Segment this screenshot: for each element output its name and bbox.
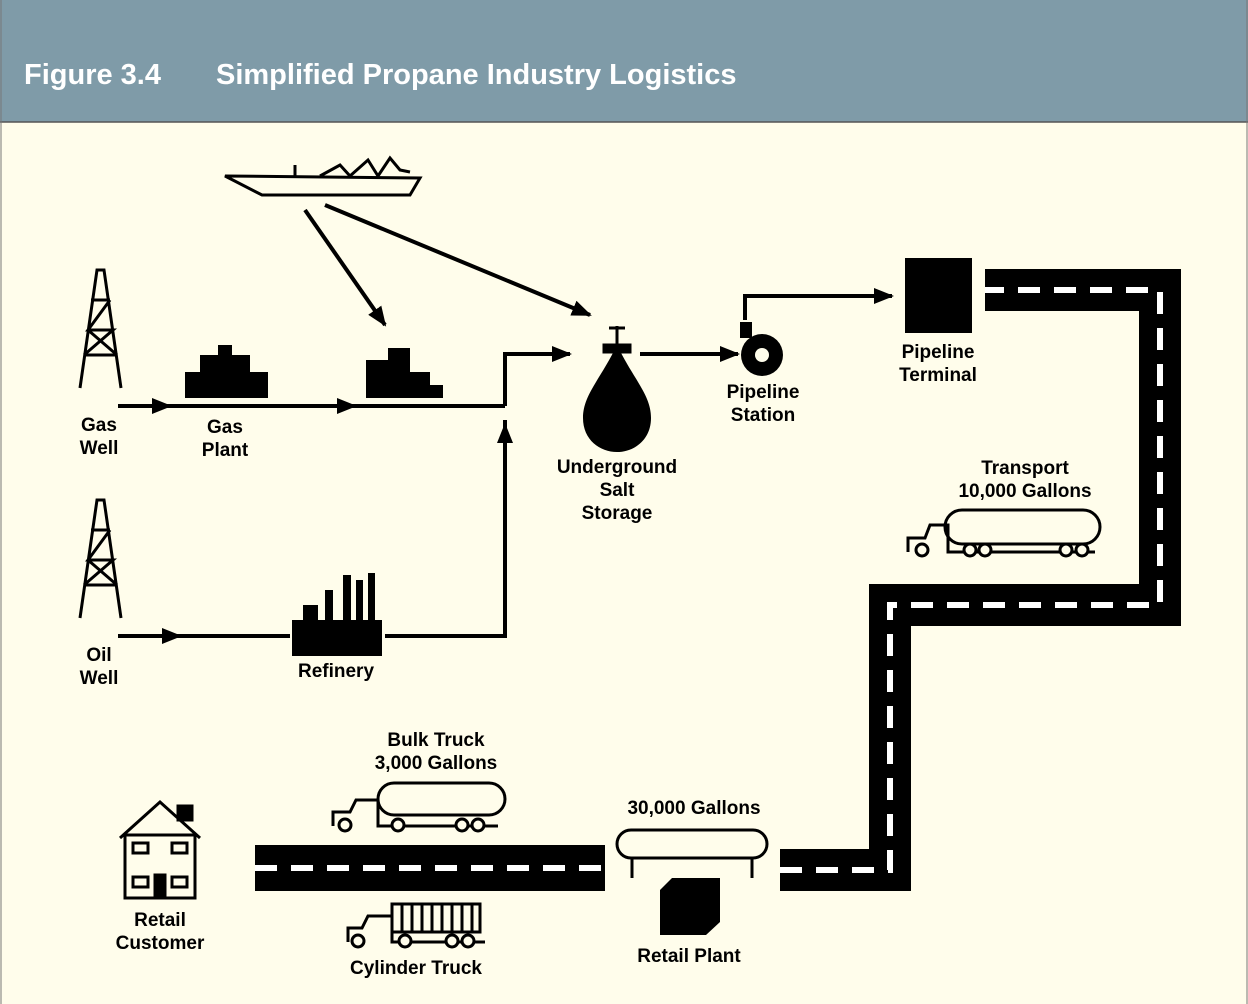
label: Gas [207,417,243,438]
label: Oil [86,645,111,666]
label: Plant [202,440,249,461]
ship [224,155,423,197]
flow-lines [118,203,894,644]
figure-number: Figure 3.4 [24,59,161,91]
label: 10,000 Gallons [958,481,1091,502]
house [118,799,202,900]
label: Pipeline [727,382,800,403]
roads [255,269,1181,891]
trucks [331,508,1102,949]
label: 30,000 Gallons [627,798,760,819]
label: Gas [81,415,117,436]
label: Pipeline [902,342,975,363]
label: Storage [582,503,653,524]
label: Well [80,438,119,459]
label: Bulk Truck [387,730,485,751]
label: Transport [981,458,1069,479]
header-band [0,0,1248,122]
label: Fractionator [357,416,468,437]
label: Well [80,668,119,689]
label: Retail [134,910,186,931]
label: Station [731,405,795,426]
label: Salt [600,480,636,501]
label: Retail Plant [637,946,741,967]
label: 3,000 Gallons [375,753,498,774]
label: Customer [116,933,205,954]
label: Refinery [298,661,374,682]
figure-title: Simplified Propane Industry Logistics [216,59,736,91]
tank [615,828,769,878]
label: Underground [557,457,677,478]
label: Terminal [899,365,977,386]
labels: Gas Well Gas Plant Fractionator Undergro… [80,342,1092,979]
derricks [78,268,123,619]
label: Cylinder Truck [350,958,482,979]
facilities [185,258,972,935]
